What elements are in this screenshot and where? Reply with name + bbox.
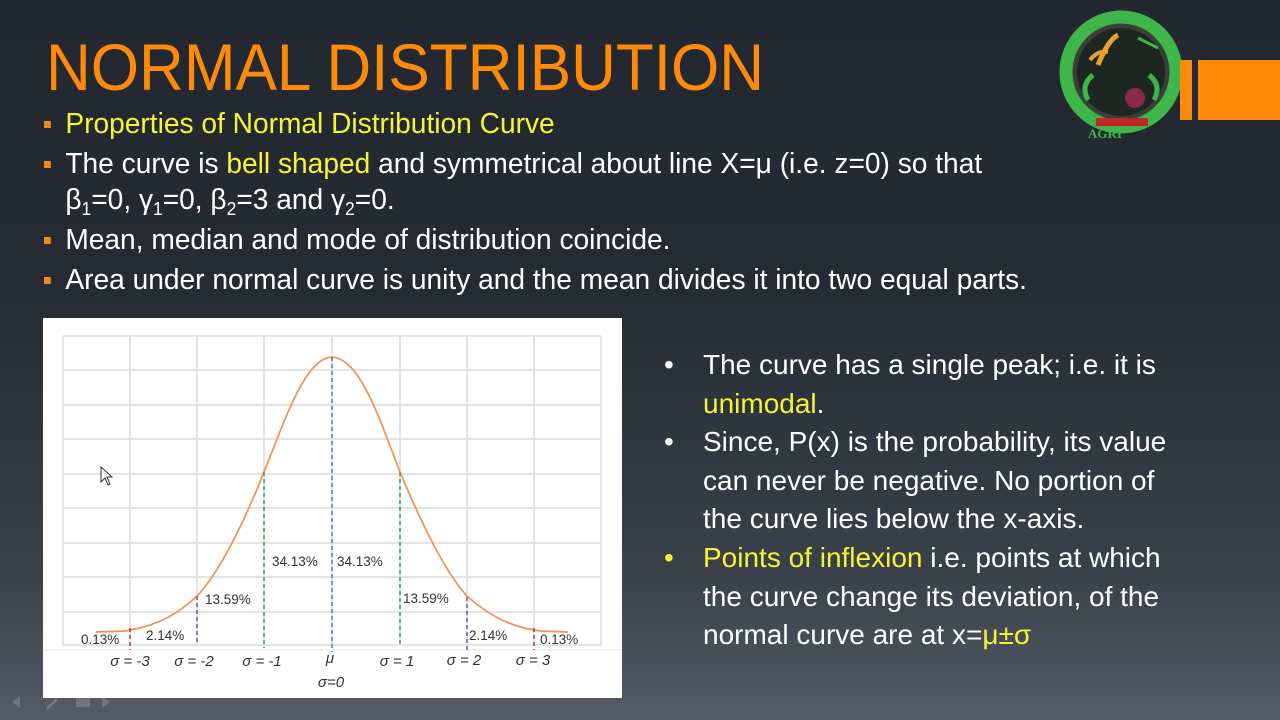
svg-text:σ = -1: σ = -1 <box>242 653 281 670</box>
accent-bar <box>1180 60 1192 120</box>
square-bullet-icon <box>44 161 51 168</box>
square-bullet-icon <box>44 121 51 128</box>
svg-text:13.59%: 13.59% <box>205 592 251 607</box>
bullet-non-negative: • Since, P(x) is the probability, its va… <box>664 426 1167 535</box>
svg-text:34.13%: 34.13% <box>337 554 383 569</box>
pen-icon <box>46 698 58 710</box>
svg-text:0.13%: 0.13% <box>81 632 119 647</box>
prev-slide-icon <box>12 696 20 708</box>
svg-text:AGRI: AGRI <box>1088 126 1122 140</box>
bullet-properties: Properties of Normal Distribution Curve <box>44 106 1227 142</box>
bullet-mean-median-mode: Mean, median and mode of distribution co… <box>44 222 1227 258</box>
slideshow-nav-controls[interactable] <box>8 692 118 712</box>
main-bullet-list: Properties of Normal Distribution Curve … <box>44 106 1264 302</box>
svg-text:σ = 1: σ = 1 <box>380 653 414 670</box>
svg-text:σ=0: σ=0 <box>318 674 345 691</box>
next-slide-icon <box>102 696 110 708</box>
svg-text:μ: μ <box>325 650 334 667</box>
svg-text:34.13%: 34.13% <box>272 554 318 569</box>
accent-block <box>1198 60 1280 120</box>
slide-menu-icon <box>76 698 90 707</box>
svg-text:13.59%: 13.59% <box>403 591 449 606</box>
bullet-area-unity: Area under normal curve is unity and the… <box>44 262 1227 298</box>
square-bullet-icon <box>44 277 51 284</box>
agri-learn-logo-icon: AGRI <box>1058 10 1188 141</box>
normal-curve-chart: 0.13% 2.14% 13.59% 34.13% 34.13% 13.59% … <box>43 318 622 698</box>
svg-text:0.13%: 0.13% <box>540 632 578 647</box>
svg-text:σ = 3: σ = 3 <box>516 652 551 669</box>
slide-title: NORMAL DISTRIBUTION <box>46 30 765 104</box>
bullet-inflexion: • Points of inflexion i.e. points at whi… <box>664 541 1161 651</box>
svg-text:σ = -2: σ = -2 <box>174 653 214 670</box>
svg-text:σ = 2: σ = 2 <box>447 652 482 669</box>
svg-text:2.14%: 2.14% <box>469 628 507 643</box>
bullet-unimodal: • The curve has a single peak; i.e. it i… <box>664 349 1156 419</box>
mouse-pointer-icon <box>100 465 114 491</box>
svg-text:σ = -3: σ = -3 <box>110 653 150 670</box>
right-bullet-list: • The curve has a single peak; i.e. it i… <box>660 346 1260 655</box>
svg-text:2.14%: 2.14% <box>146 628 184 643</box>
square-bullet-icon <box>44 237 51 244</box>
bullet-bell-shaped: The curve is bell shaped and symmetrical… <box>44 146 1227 218</box>
